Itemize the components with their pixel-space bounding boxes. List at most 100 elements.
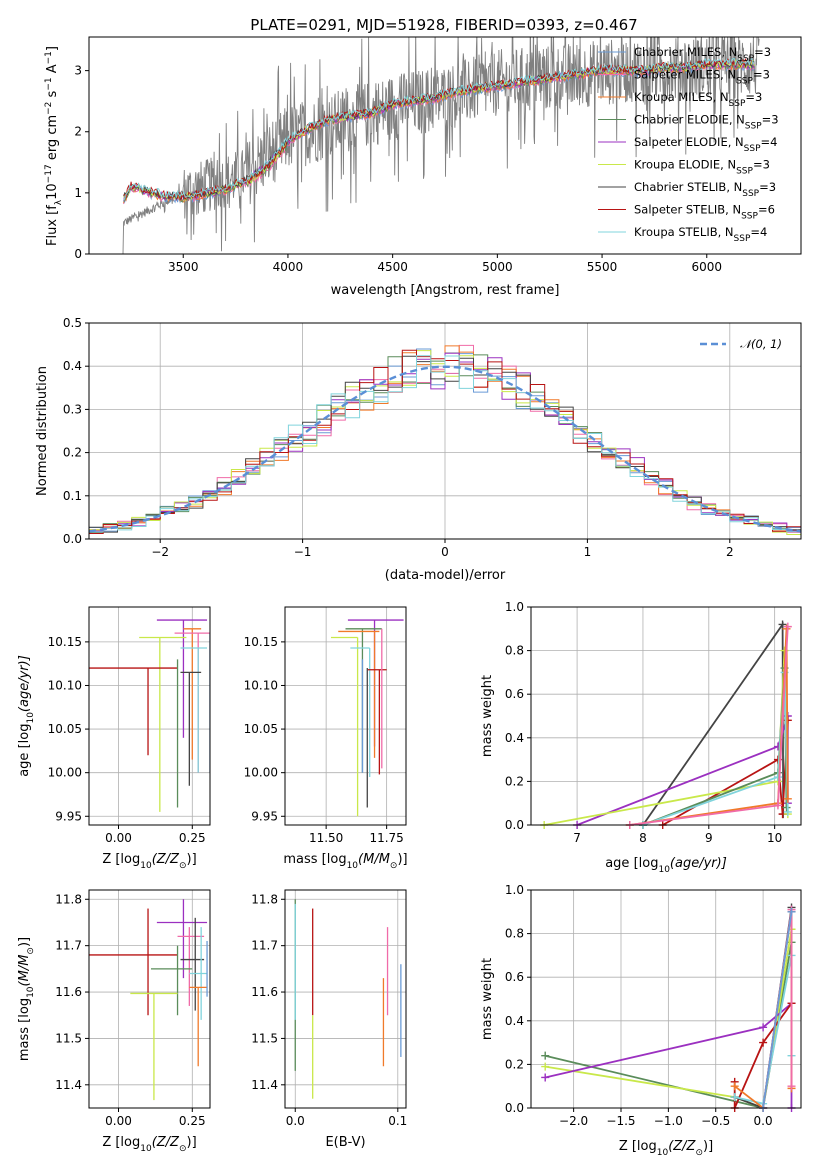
spectrum-ylabel-part: −1 bbox=[44, 77, 54, 90]
mass_vs_Z-ylabel-part: mass [log bbox=[17, 998, 32, 1061]
age_vs_mass-xlabel-part: )] bbox=[397, 852, 407, 867]
weight_vs_age-axes: 7 8 9 10 0.0 0.2 0.4 0.6 0.8 1.0 bbox=[505, 600, 801, 845]
legend-entry-part: SSP bbox=[736, 77, 753, 87]
legend-entry-part: =3 bbox=[753, 158, 770, 172]
x-tick-label: 11.75 bbox=[369, 831, 403, 845]
mass_vs_Z-frame bbox=[88, 889, 211, 1109]
weight_vs_age-xlabel-part: (age/yr)] bbox=[670, 856, 727, 871]
x-tick-label: −0.5 bbox=[701, 1114, 730, 1128]
weight-marker bbox=[730, 1082, 739, 1091]
legend-entry: Salpeter STELIB, NSSP=6 bbox=[634, 203, 775, 222]
spectrum-ylabel-part: −17 bbox=[44, 164, 54, 183]
y-tick-label: 9.95 bbox=[251, 809, 278, 823]
age_vs_mass-xlabel-part: mass [log bbox=[283, 852, 346, 867]
weight_vs_age-ylabel: mass weight bbox=[480, 675, 495, 757]
legend-entry: Chabrier MILES, NSSP=3 bbox=[634, 45, 771, 64]
legend-entry-part: =3 bbox=[745, 90, 762, 104]
y-tick-label: 1.0 bbox=[505, 883, 524, 897]
y-tick-label: 0.2 bbox=[63, 446, 82, 460]
legend-entry-part: SSP bbox=[744, 144, 761, 154]
mass_vs_Z-ylabel-part: ⊙ bbox=[26, 947, 36, 955]
y-tick-label: 0.6 bbox=[505, 970, 524, 984]
residuals-axes: −2 −1 0 1 2 0.0 0.1 0.2 0.3 0.4 0.5 bbox=[63, 316, 801, 559]
weight_vs_Z-xlabel: Z [log10(Z/Z⊙)] bbox=[619, 1139, 713, 1158]
residual-xlabel: (data-model)/error bbox=[385, 568, 506, 583]
spectrum-ylabel-part: A bbox=[45, 64, 60, 77]
legend-entry: Chabrier STELIB, NSSP=3 bbox=[634, 180, 776, 199]
y-tick-label: 0.2 bbox=[505, 1057, 524, 1071]
mass_vs_Z-xlabel-part: 10 bbox=[140, 1144, 152, 1154]
y-tick-label: 10.10 bbox=[48, 678, 82, 692]
spectrum-ylabel-part: λ bbox=[54, 199, 64, 205]
legend-gaussian-label: 𝒩(0, 1) bbox=[740, 337, 782, 351]
y-tick-label: 11.5 bbox=[55, 1031, 82, 1045]
weight_vs_age-xlabel-part: age [log bbox=[605, 856, 658, 871]
mass_vs_Z-xlabel-part: )] bbox=[187, 1135, 197, 1150]
age_vs_Z-xlabel-part: 10 bbox=[140, 861, 152, 871]
x-tick-label: 0.25 bbox=[179, 831, 206, 845]
age_vs_Z-xlabel-part: (Z/Z bbox=[152, 852, 180, 867]
legend-entry: Kroupa ELODIE, NSSP=3 bbox=[634, 158, 770, 177]
legend-entry-part: SSP bbox=[729, 99, 746, 109]
weight-marker bbox=[783, 794, 792, 803]
x-tick-label: −1 bbox=[294, 545, 312, 559]
weight-marker bbox=[782, 803, 791, 812]
model-spectrum-line-8 bbox=[123, 58, 755, 201]
weight_vs_Z-ylabel: mass weight bbox=[480, 958, 495, 1040]
mass_vs_Z-ylabel-part: 10 bbox=[26, 986, 36, 998]
weight-marker bbox=[541, 1073, 550, 1082]
y-tick-label: 10.15 bbox=[244, 635, 278, 649]
y-tick-label: 0.4 bbox=[63, 359, 82, 373]
x-tick-label: 1 bbox=[584, 545, 592, 559]
y-tick-label: 10.00 bbox=[48, 766, 82, 780]
x-tick-label: 5000 bbox=[482, 260, 513, 274]
y-tick-label: 11.7 bbox=[251, 939, 278, 953]
x-tick-label: 0.25 bbox=[179, 1114, 206, 1128]
weight-line-4 bbox=[642, 667, 788, 825]
legend-entry-part: Kroupa ELODIE, N bbox=[634, 158, 736, 172]
y-tick-label: 9.95 bbox=[55, 809, 82, 823]
x-tick-label: 6000 bbox=[691, 260, 722, 274]
spectrum-ylabel-part: erg cm bbox=[45, 115, 60, 164]
y-tick-label: 11.6 bbox=[55, 985, 82, 999]
age_vs_Z-ylabel-part: age [log bbox=[17, 724, 32, 777]
spectrum-xlabel: wavelength [Angstrom, rest frame] bbox=[331, 283, 560, 298]
mass_vs_Z-xlabel: Z [log10(Z/Z⊙)] bbox=[102, 1135, 196, 1154]
y-tick-label: 3 bbox=[74, 64, 82, 78]
legend-entry-part: =3 bbox=[754, 45, 771, 59]
legend-entry-part: Chabrier ELODIE, N bbox=[634, 113, 745, 127]
mass_vs_ebv-xlabel: E(B-V) bbox=[325, 1135, 365, 1150]
y-tick-label: 0.2 bbox=[505, 774, 524, 788]
legend-entry-part: Salpeter MILES, N bbox=[634, 68, 736, 82]
weight_vs_Z-xlabel-part: )] bbox=[703, 1139, 713, 1154]
legend-entry-part: Kroupa STELIB, N bbox=[634, 225, 734, 239]
y-tick-label: 11.7 bbox=[55, 939, 82, 953]
mass_vs_Z-xlabel-part: Z [log bbox=[102, 1135, 140, 1150]
y-tick-label: 11.6 bbox=[251, 985, 278, 999]
x-tick-label: 3500 bbox=[168, 260, 199, 274]
x-tick-label: 0.00 bbox=[105, 1114, 132, 1128]
gaussian-curve bbox=[88, 365, 802, 533]
legend-entry: Kroupa STELIB, NSSP=4 bbox=[634, 225, 767, 244]
x-tick-label: 11.50 bbox=[309, 831, 343, 845]
y-tick-label: 10.15 bbox=[48, 635, 82, 649]
weight-marker bbox=[778, 620, 787, 629]
weight_vs_Z-xlabel-part: ⊙ bbox=[695, 1148, 703, 1158]
y-tick-label: 2 bbox=[74, 125, 82, 139]
legend-entry-part: SSP bbox=[737, 54, 754, 64]
y-tick-label: 0.3 bbox=[63, 402, 82, 416]
legend-entry-part: Kroupa MILES, N bbox=[634, 90, 729, 104]
legend-entry-part: Chabrier STELIB, N bbox=[634, 180, 742, 194]
x-tick-label: 8 bbox=[639, 831, 647, 845]
x-tick-label: 0.00 bbox=[105, 831, 132, 845]
y-tick-label: 0 bbox=[74, 247, 82, 261]
legend-entry: Chabrier ELODIE, NSSP=3 bbox=[634, 113, 779, 132]
age_vs_mass-xlabel-part: 10 bbox=[347, 861, 359, 871]
weight-marker bbox=[787, 907, 796, 916]
weight_vs_Z-frame bbox=[530, 889, 802, 1109]
x-tick-label: 4000 bbox=[273, 260, 304, 274]
age_vs_Z-frame bbox=[88, 606, 211, 826]
legend-entry-part: Salpeter STELIB, N bbox=[634, 203, 741, 217]
legend-entry: Kroupa MILES, NSSP=3 bbox=[634, 90, 762, 109]
